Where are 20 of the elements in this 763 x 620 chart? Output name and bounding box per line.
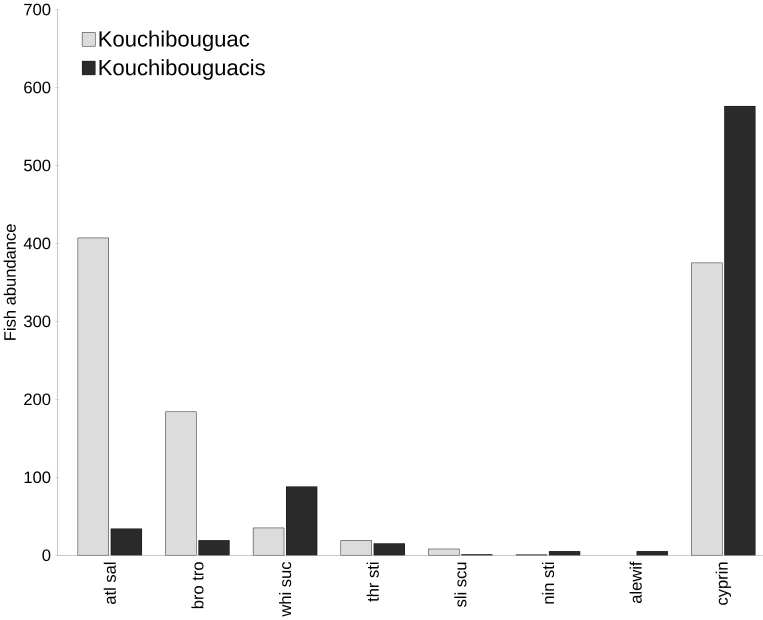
- x-tick-label: thr sti: [366, 562, 379, 602]
- y-tick-label: 500: [24, 159, 50, 172]
- x-tick-label: cyprin: [716, 562, 732, 605]
- x-tick-label: sli scu: [454, 562, 466, 607]
- y-tick-label: 200: [24, 393, 50, 406]
- bar: [636, 550, 668, 556]
- y-tick-label: 700: [24, 4, 50, 16]
- x-tick-label: nin sti: [542, 562, 554, 604]
- x-tick-label: whi suc: [279, 562, 292, 616]
- y-tick-label: 0: [42, 549, 50, 561]
- y-tick-label: 300: [24, 315, 50, 328]
- y-tick-label: 400: [24, 237, 50, 250]
- x-tick-label: alewif: [630, 561, 642, 603]
- legend-label: Kouchibouguacis: [100, 59, 265, 80]
- y-tick-label: 600: [24, 81, 50, 94]
- x-tick-label: atl sal: [104, 562, 116, 604]
- y-axis-title: Fish abundance: [4, 224, 16, 340]
- x-tick-label: bro tro: [191, 562, 204, 608]
- legend-label: Kouchibouguac: [100, 30, 250, 51]
- y-tick-label: 100: [24, 471, 50, 483]
